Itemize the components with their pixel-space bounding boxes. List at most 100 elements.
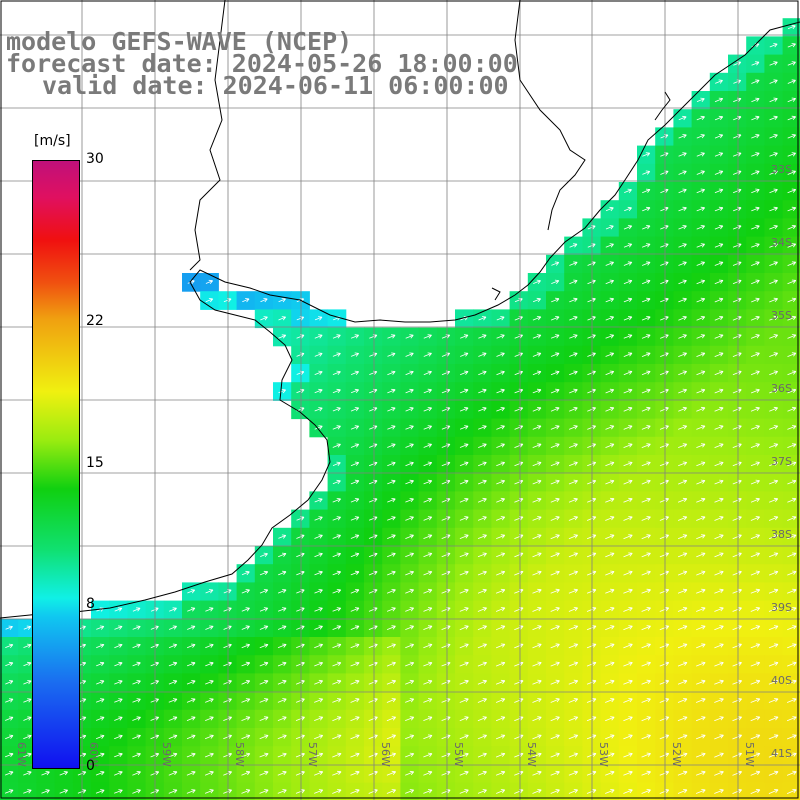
- wind-arrow: [350, 334, 360, 339]
- wind-arrow: [623, 588, 633, 594]
- wind-arrow: [550, 734, 560, 740]
- wind-arrow: [678, 443, 688, 448]
- wind-arrow: [678, 225, 687, 230]
- wind-arrow: [96, 661, 105, 667]
- wind-arrow: [187, 589, 196, 594]
- wind-arrow: [332, 679, 342, 685]
- wind-arrow: [678, 206, 687, 212]
- wind-arrow: [314, 698, 324, 703]
- wind-arrow: [278, 334, 287, 339]
- wind-arrow: [186, 643, 196, 649]
- wind-arrow: [623, 698, 633, 703]
- wind-arrow: [314, 334, 323, 339]
- wind-arrow: [478, 370, 487, 376]
- wind-arrow: [460, 334, 469, 339]
- wind-arrow: [659, 734, 670, 740]
- wind-arrow: [678, 261, 687, 266]
- wind-arrow: [641, 534, 651, 540]
- wind-arrow: [623, 443, 633, 448]
- wind-arrow: [168, 752, 178, 758]
- wind-arrow: [550, 588, 560, 594]
- wind-arrow: [114, 698, 123, 703]
- wind-arrow: [568, 516, 579, 521]
- wind-arrow: [787, 607, 797, 612]
- wind-arrow: [405, 789, 415, 794]
- wind-arrow: [387, 570, 396, 576]
- wind-arrow: [386, 589, 396, 594]
- wind-arrow: [495, 643, 506, 649]
- wind-arrow: [332, 552, 342, 558]
- wind-arrow: [332, 643, 342, 649]
- wind-arrow: [132, 680, 141, 685]
- wind-arrow: [386, 679, 397, 685]
- wind-arrow: [787, 588, 797, 594]
- wind-arrow: [496, 570, 506, 576]
- wind-arrow: [605, 370, 615, 376]
- wind-arrow: [750, 734, 761, 740]
- wind-arrow: [623, 261, 633, 266]
- wind-arrow: [4, 789, 14, 794]
- wind-arrow: [750, 497, 760, 503]
- wind-arrow: [5, 716, 14, 721]
- wind-arrow: [242, 298, 250, 303]
- wind-arrow: [677, 588, 688, 594]
- wind-arrow: [496, 370, 505, 376]
- wind-arrow: [260, 316, 268, 321]
- wind-arrow: [477, 479, 487, 485]
- wind-arrow: [95, 771, 105, 776]
- wind-arrow: [241, 625, 250, 630]
- wind-arrow: [568, 789, 579, 794]
- wind-arrow: [23, 680, 32, 685]
- wind-arrow: [750, 716, 761, 722]
- wind-arrow: [405, 352, 414, 357]
- wind-arrow: [678, 370, 688, 376]
- wind-arrow: [787, 134, 797, 139]
- wind-arrow: [787, 315, 797, 321]
- wind-arrow: [95, 698, 105, 703]
- wind-arrow: [550, 789, 560, 794]
- wind-arrow: [423, 407, 433, 412]
- wind-arrow: [204, 734, 214, 740]
- wind-arrow: [314, 734, 324, 740]
- wind-arrow: [678, 188, 687, 194]
- wind-arrow: [405, 461, 414, 467]
- wind-arrow: [387, 498, 396, 503]
- wind-arrow: [278, 316, 287, 321]
- wind-arrow: [769, 206, 778, 212]
- wind-arrow: [642, 188, 651, 194]
- wind-arrow: [568, 661, 579, 667]
- wind-arrow: [96, 643, 105, 649]
- wind-arrow: [495, 625, 506, 631]
- wind-arrow: [678, 279, 687, 285]
- wind-arrow: [677, 643, 688, 649]
- wind-arrow: [605, 406, 615, 412]
- wind-arrow: [205, 625, 214, 630]
- wind-arrow: [605, 734, 615, 740]
- wind-arrow: [714, 479, 724, 485]
- wind-arrow: [23, 789, 32, 794]
- wind-arrow: [277, 716, 287, 721]
- wind-arrow: [532, 661, 542, 667]
- lat-label: 33S: [771, 163, 792, 176]
- wind-arrow: [168, 698, 178, 703]
- wind-arrow: [296, 316, 305, 321]
- wind-arrow: [605, 570, 615, 576]
- wind-arrow: [787, 443, 797, 448]
- wind-arrow: [787, 479, 797, 485]
- wind-arrow: [623, 679, 633, 685]
- wind-arrow: [768, 588, 779, 594]
- wind-arrow: [314, 643, 324, 649]
- wind-arrow: [423, 770, 433, 776]
- wind-arrow: [641, 243, 651, 248]
- wind-arrow: [714, 425, 724, 430]
- wind-arrow: [623, 370, 633, 376]
- wind-arrow: [405, 370, 414, 376]
- wind-arrow: [278, 298, 286, 303]
- wind-arrow: [386, 698, 397, 703]
- wind-arrow: [678, 115, 687, 121]
- wind-arrow: [514, 407, 524, 412]
- wind-arrow: [277, 789, 287, 794]
- wind-arrow: [623, 643, 633, 649]
- wind-arrow: [623, 752, 633, 758]
- wind-arrow: [568, 479, 578, 485]
